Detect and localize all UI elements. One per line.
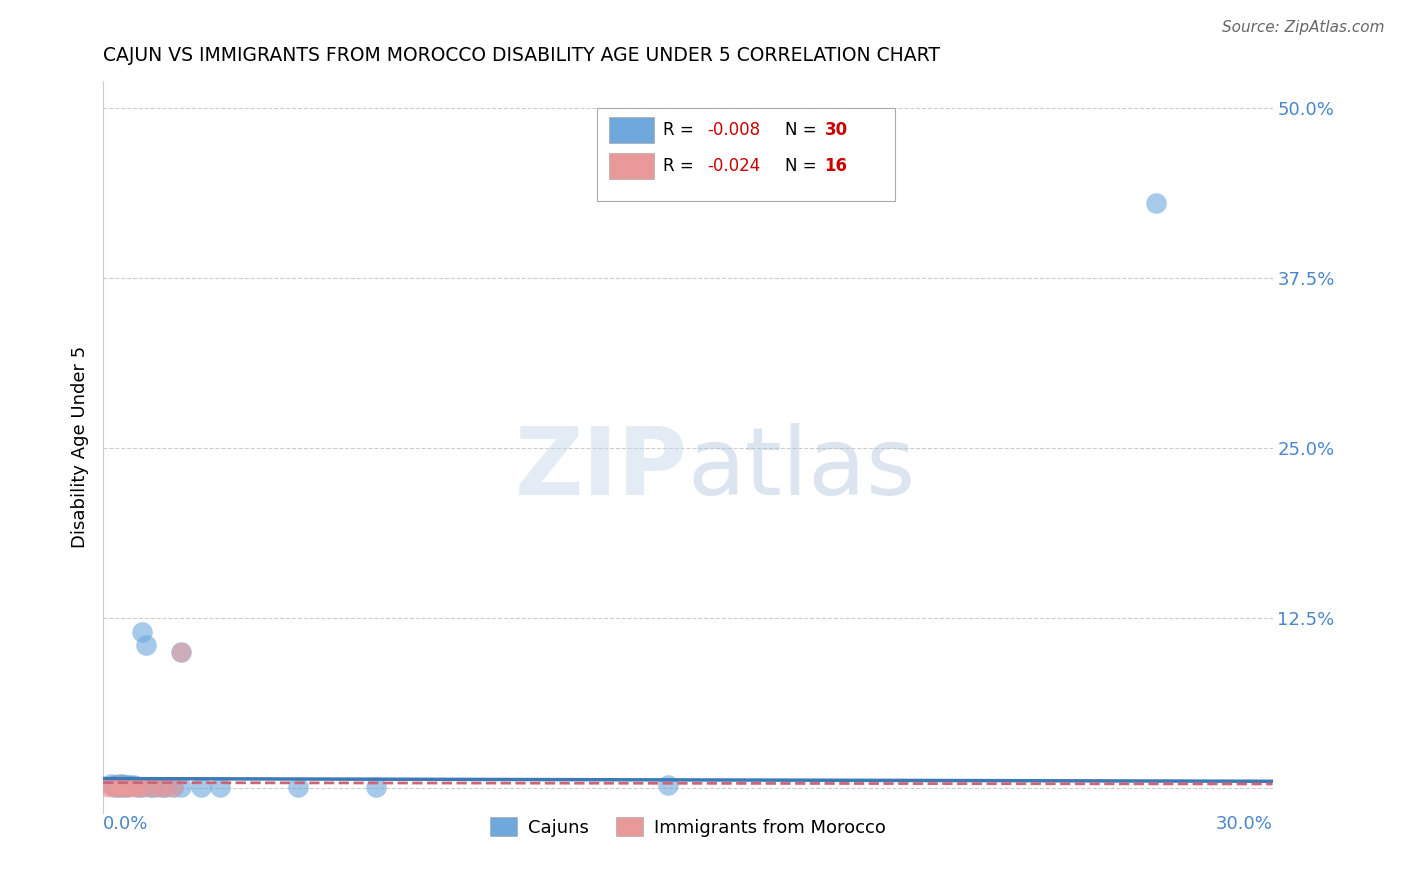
- Point: [104, 778, 127, 792]
- Point: [155, 780, 177, 794]
- Point: [146, 780, 169, 794]
- Point: [107, 777, 129, 791]
- FancyBboxPatch shape: [596, 108, 894, 202]
- Point: [115, 778, 138, 792]
- Text: atlas: atlas: [688, 423, 917, 515]
- Point: [162, 780, 184, 794]
- Point: [124, 780, 146, 794]
- Point: [131, 780, 153, 794]
- Point: [104, 780, 127, 794]
- Point: [107, 778, 129, 792]
- Point: [107, 778, 129, 792]
- Point: [107, 780, 129, 794]
- Point: [96, 780, 118, 794]
- Point: [104, 780, 127, 794]
- Point: [120, 778, 142, 792]
- Text: 16: 16: [825, 157, 848, 176]
- FancyBboxPatch shape: [609, 117, 654, 143]
- Point: [139, 780, 162, 794]
- Text: N =: N =: [785, 120, 821, 138]
- Text: -0.008: -0.008: [707, 120, 761, 138]
- Point: [1144, 196, 1167, 211]
- Text: Source: ZipAtlas.com: Source: ZipAtlas.com: [1222, 20, 1385, 35]
- Point: [111, 780, 134, 794]
- Point: [162, 780, 184, 794]
- Text: CAJUN VS IMMIGRANTS FROM MOROCCO DISABILITY AGE UNDER 5 CORRELATION CHART: CAJUN VS IMMIGRANTS FROM MOROCCO DISABIL…: [103, 46, 941, 65]
- Point: [127, 780, 149, 794]
- Point: [170, 780, 193, 794]
- Text: ZIP: ZIP: [515, 423, 688, 515]
- Point: [115, 780, 138, 794]
- Point: [127, 780, 149, 794]
- Point: [142, 780, 165, 794]
- Point: [139, 780, 162, 794]
- Text: 30.0%: 30.0%: [1216, 815, 1272, 833]
- Point: [150, 780, 173, 794]
- Point: [364, 780, 387, 794]
- Point: [287, 780, 309, 794]
- Point: [124, 778, 146, 792]
- Point: [111, 780, 134, 794]
- Text: -0.024: -0.024: [707, 157, 761, 176]
- Text: N =: N =: [785, 157, 821, 176]
- Point: [120, 780, 142, 794]
- Point: [111, 778, 134, 792]
- Point: [100, 780, 122, 794]
- FancyBboxPatch shape: [609, 153, 654, 179]
- Text: 30: 30: [825, 120, 848, 138]
- Point: [135, 638, 157, 652]
- Text: R =: R =: [664, 120, 699, 138]
- Y-axis label: Disability Age Under 5: Disability Age Under 5: [72, 345, 89, 548]
- Point: [657, 778, 679, 792]
- Point: [107, 780, 129, 794]
- Point: [155, 780, 177, 794]
- Legend: Cajuns, Immigrants from Morocco: Cajuns, Immigrants from Morocco: [482, 810, 893, 844]
- Point: [131, 780, 153, 794]
- Point: [209, 780, 232, 794]
- Point: [131, 624, 153, 639]
- Point: [170, 645, 193, 659]
- Point: [111, 777, 134, 791]
- Point: [100, 777, 122, 791]
- Point: [190, 780, 212, 794]
- Text: 0.0%: 0.0%: [103, 815, 149, 833]
- Text: R =: R =: [664, 157, 699, 176]
- Point: [170, 645, 193, 659]
- Point: [115, 780, 138, 794]
